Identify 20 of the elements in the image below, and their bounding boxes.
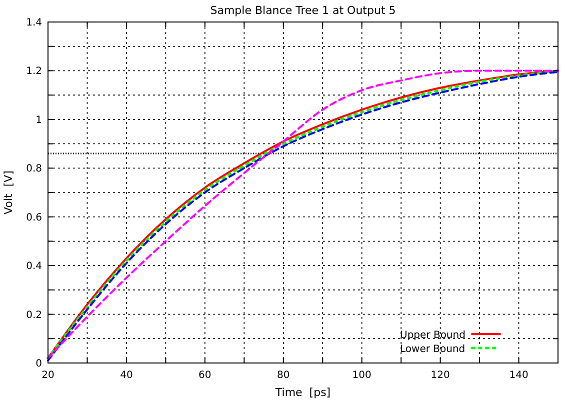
legend-label: Lower Bound [400, 344, 466, 355]
x-tick-label: 20 [42, 370, 54, 381]
x-axis-title: Time [ps] [274, 386, 331, 399]
y-tick-label: 1.4 [26, 18, 42, 28]
y-tick-label: 0.6 [26, 212, 42, 224]
x-tick-label: 140 [509, 370, 528, 381]
y-tick-label: 1.2 [26, 66, 42, 78]
legend-label: Upper Bound [400, 330, 466, 341]
y-axis-title: Volt [V] [2, 170, 15, 214]
y-tick-label: 0.4 [26, 261, 42, 272]
x-tick-label: 40 [120, 370, 133, 381]
y-tick-label: 0.2 [26, 310, 42, 321]
x-tick-label: 80 [277, 370, 290, 381]
x-tick-label: 100 [352, 370, 372, 381]
y-tick-label: 1 [36, 114, 42, 126]
x-tick-label: 120 [430, 370, 450, 381]
y-tick-label: 0 [36, 358, 42, 370]
chart-title: Sample Blance Tree 1 at Output 5 [210, 4, 396, 17]
y-tick-label: 0.8 [26, 164, 42, 175]
x-tick-label: 60 [198, 370, 212, 381]
